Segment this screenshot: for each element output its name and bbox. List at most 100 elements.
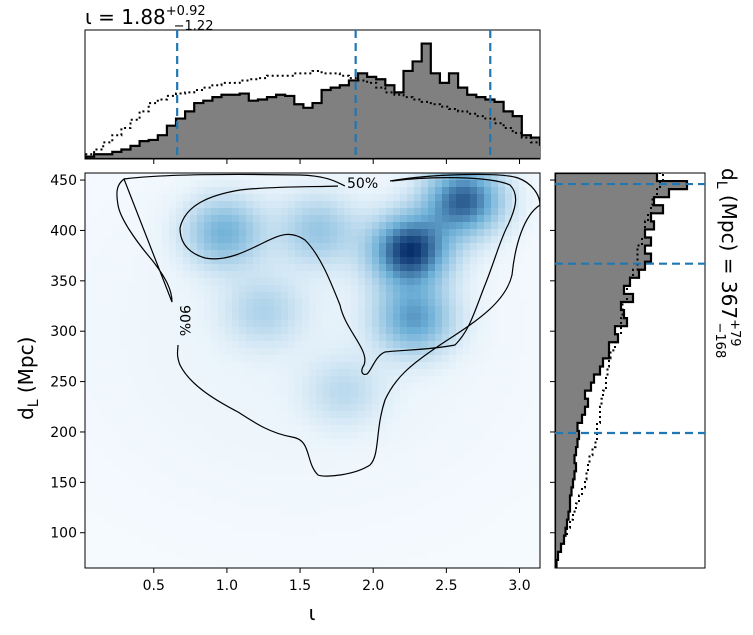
density-cell bbox=[379, 201, 387, 209]
density-cell bbox=[85, 502, 93, 510]
density-cell bbox=[330, 208, 338, 216]
density-cell bbox=[428, 341, 436, 349]
density-cell bbox=[456, 523, 464, 531]
density-cell bbox=[519, 355, 527, 363]
density-cell bbox=[148, 222, 156, 230]
density-cell bbox=[463, 376, 471, 384]
density-cell bbox=[288, 257, 296, 265]
density-cell bbox=[113, 502, 121, 510]
density-cell bbox=[274, 215, 282, 223]
density-cell bbox=[449, 285, 457, 293]
density-cell bbox=[148, 341, 156, 349]
density-cell bbox=[127, 306, 135, 314]
density-cell bbox=[253, 411, 261, 419]
density-cell bbox=[225, 481, 233, 489]
density-cell bbox=[358, 306, 366, 314]
density-cell bbox=[120, 236, 128, 244]
density-cell bbox=[232, 502, 240, 510]
density-cell bbox=[414, 236, 422, 244]
density-cell bbox=[442, 264, 450, 272]
density-cell bbox=[204, 495, 212, 503]
density-cell bbox=[372, 376, 380, 384]
density-cell bbox=[428, 404, 436, 412]
density-cell bbox=[442, 390, 450, 398]
density-cell bbox=[106, 551, 114, 559]
density-cell bbox=[99, 285, 107, 293]
density-cell bbox=[148, 264, 156, 272]
density-cell bbox=[463, 446, 471, 454]
density-cell bbox=[519, 467, 527, 475]
density-cell bbox=[379, 299, 387, 307]
density-cell bbox=[470, 488, 478, 496]
density-cell bbox=[183, 250, 191, 258]
density-cell bbox=[463, 229, 471, 237]
density-cell bbox=[358, 208, 366, 216]
density-cell bbox=[120, 334, 128, 342]
density-cell bbox=[267, 397, 275, 405]
density-cell bbox=[337, 222, 345, 230]
density-cell bbox=[288, 425, 296, 433]
density-cell bbox=[358, 439, 366, 447]
density-cell bbox=[477, 460, 485, 468]
density-cell bbox=[414, 376, 422, 384]
density-cell bbox=[393, 327, 401, 335]
density-cell bbox=[337, 236, 345, 244]
density-cell bbox=[176, 383, 184, 391]
density-cell bbox=[281, 180, 289, 188]
density-cell bbox=[190, 411, 198, 419]
density-cell bbox=[155, 425, 163, 433]
density-cell bbox=[456, 257, 464, 265]
density-cell bbox=[176, 334, 184, 342]
density-cell bbox=[498, 194, 506, 202]
density-cell bbox=[365, 544, 373, 552]
density-cell bbox=[428, 397, 436, 405]
density-cell bbox=[295, 222, 303, 230]
density-cell bbox=[533, 187, 540, 195]
density-cell bbox=[435, 327, 443, 335]
density-cell bbox=[183, 278, 191, 286]
density-cell bbox=[407, 208, 415, 216]
density-cell bbox=[372, 425, 380, 433]
density-cell bbox=[309, 383, 317, 391]
density-cell bbox=[421, 446, 429, 454]
density-cell bbox=[211, 215, 219, 223]
density-cell bbox=[435, 411, 443, 419]
density-cell bbox=[92, 201, 100, 209]
density-cell bbox=[358, 222, 366, 230]
density-cell bbox=[106, 397, 114, 405]
density-cell bbox=[386, 453, 394, 461]
density-cell bbox=[456, 208, 464, 216]
density-cell bbox=[421, 467, 429, 475]
density-cell bbox=[260, 180, 268, 188]
density-cell bbox=[106, 509, 114, 517]
density-cell bbox=[470, 383, 478, 391]
density-cell bbox=[281, 362, 289, 370]
density-cell bbox=[197, 467, 205, 475]
density-cell bbox=[442, 460, 450, 468]
density-cell bbox=[470, 404, 478, 412]
density-cell bbox=[281, 495, 289, 503]
density-cell bbox=[92, 509, 100, 517]
density-cell bbox=[330, 362, 338, 370]
density-cell bbox=[379, 516, 387, 524]
density-cell bbox=[372, 439, 380, 447]
density-cell bbox=[204, 488, 212, 496]
density-cell bbox=[169, 537, 177, 545]
density-cell bbox=[512, 495, 520, 503]
density-cell bbox=[190, 474, 198, 482]
density-cell bbox=[379, 229, 387, 237]
density-cell bbox=[197, 278, 205, 286]
density-cell bbox=[470, 432, 478, 440]
density-cell bbox=[526, 327, 534, 335]
density-cell bbox=[309, 488, 317, 496]
density-cell bbox=[253, 264, 261, 272]
density-cell bbox=[316, 362, 324, 370]
density-cell bbox=[141, 397, 149, 405]
density-cell bbox=[127, 187, 135, 195]
density-cell bbox=[302, 516, 310, 524]
density-cell bbox=[344, 369, 352, 377]
density-cell bbox=[498, 257, 506, 265]
density-cell bbox=[232, 208, 240, 216]
density-cell bbox=[337, 516, 345, 524]
density-cell bbox=[414, 264, 422, 272]
